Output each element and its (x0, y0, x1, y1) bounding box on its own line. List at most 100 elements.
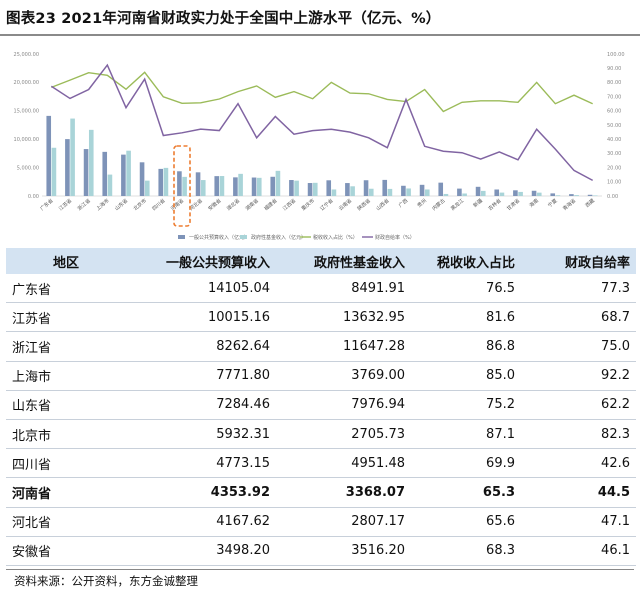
cell-tax-share: 87.1 (411, 419, 521, 450)
category-label: 云南省 (337, 197, 353, 212)
table-row: 安徽省 3498.20 3516.20 68.3 46.1 (6, 536, 636, 566)
bar-budget-revenue (326, 180, 332, 196)
cell-region: 北京市 (6, 419, 126, 450)
bar-fund-revenue (70, 118, 75, 196)
bar-budget-revenue (121, 154, 126, 196)
category-label: 河南省 (169, 197, 185, 212)
category-label: 北京市 (132, 197, 148, 212)
bar-fund-revenue (480, 190, 486, 196)
bar-fund-revenue (331, 189, 337, 196)
right-axis-tick-label: 70.00 (607, 94, 621, 100)
cell-region: 上海市 (6, 361, 126, 391)
bar-budget-revenue (475, 186, 481, 196)
cell-region: 河南省 (6, 477, 126, 508)
left-axis-tick-label: 5,000.00 (17, 165, 39, 171)
cell-region: 四川省 (6, 448, 126, 479)
header-budget-revenue: 一般公共预算收入 (165, 255, 270, 271)
category-label: 辽宁省 (319, 197, 335, 212)
bar-budget-revenue (46, 115, 52, 196)
cell-self-sufficiency: 62.2 (521, 390, 636, 420)
highlight-box-henan (173, 145, 191, 227)
bar-fund-revenue (312, 182, 318, 196)
bar-budget-revenue (233, 177, 238, 196)
cell-budget-revenue: 4353.92 (126, 477, 276, 508)
bar-fund-revenue (406, 188, 411, 196)
cell-tax-share: 81.6 (411, 302, 521, 333)
legend-label: 税收收入占比（%） (313, 234, 358, 241)
cell-self-sufficiency: 75.0 (521, 331, 636, 362)
category-label: 福建省 (263, 197, 279, 212)
legend-label: 政府性基金收入（亿元） (251, 234, 306, 241)
bar-fund-revenue (518, 191, 523, 196)
bar-budget-revenue (177, 171, 182, 196)
right-axis-tick-label: 30.00 (607, 151, 621, 157)
cell-self-sufficiency: 47.1 (521, 507, 636, 537)
right-axis-tick-label: 40.00 (607, 137, 621, 143)
bar-fund-revenue (387, 188, 393, 196)
category-label: 青海省 (561, 197, 577, 212)
category-label: 山东省 (113, 197, 129, 212)
right-axis-tick-label: 20.00 (607, 165, 621, 171)
right-axis-tick-label: 80.00 (607, 80, 621, 86)
header-self-sufficiency: 财政自给率 (564, 255, 630, 271)
table-row: 广东省 14105.04 8491.91 76.5 77.3 (6, 274, 636, 304)
cell-self-sufficiency: 44.5 (521, 477, 636, 508)
category-label: 江苏省 (57, 197, 73, 212)
bar-fund-revenue (574, 195, 579, 196)
bar-budget-revenue (158, 168, 164, 196)
category-label: 浙江省 (76, 197, 92, 212)
cell-self-sufficiency: 77.3 (521, 274, 636, 304)
bar-fund-revenue (51, 147, 57, 196)
legend-swatch (178, 235, 185, 239)
cell-budget-revenue: 8262.64 (126, 331, 276, 362)
cell-budget-revenue: 5932.31 (126, 419, 276, 450)
bar-fund-revenue (443, 193, 449, 196)
cell-fund-revenue: 3769.00 (276, 361, 411, 391)
bar-fund-revenue (163, 167, 169, 196)
cell-region: 河北省 (6, 507, 126, 537)
line-tax-share (51, 71, 593, 113)
bar-fund-revenue (144, 180, 150, 196)
category-label: 内蒙古 (431, 197, 447, 212)
table-row: 江苏省 10015.16 13632.95 81.6 68.7 (6, 302, 636, 333)
category-label: 山西省 (375, 197, 391, 212)
category-label: 广东省 (39, 197, 55, 212)
legend-label: 一般公共预算收入（亿元） (189, 234, 249, 241)
bar-budget-revenue (513, 190, 518, 196)
bar-budget-revenue (363, 180, 369, 196)
cell-fund-revenue: 3516.20 (276, 536, 411, 566)
combo-chart: 0.00 5,000.00 10,000.00 15,000.00 20,000.00 2… (14, 52, 625, 241)
cell-fund-revenue: 11647.28 (276, 331, 411, 362)
bar-budget-revenue (83, 149, 89, 196)
table-row: 北京市 5932.31 2705.73 87.1 82.3 (6, 419, 636, 450)
cell-region: 浙江省 (6, 331, 126, 362)
bar-budget-revenue (102, 151, 108, 196)
cell-region: 江苏省 (6, 302, 126, 333)
bar-budget-revenue (401, 185, 406, 196)
bar-budget-revenue (270, 176, 276, 196)
bar-budget-revenue (531, 190, 537, 196)
cell-region: 安徽省 (6, 536, 126, 566)
header-tax-share: 税收收入占比 (436, 255, 515, 271)
cell-self-sufficiency: 46.1 (521, 536, 636, 566)
cell-tax-share: 68.3 (411, 536, 521, 566)
bar-budget-revenue (438, 182, 444, 196)
cell-self-sufficiency: 42.6 (521, 448, 636, 479)
cell-fund-revenue: 2705.73 (276, 419, 411, 450)
category-label: 海南 (528, 197, 540, 209)
cell-tax-share: 65.6 (411, 507, 521, 537)
header-region: 地区 (52, 255, 79, 271)
bar-budget-revenue (587, 194, 593, 196)
cell-self-sufficiency: 82.3 (521, 419, 636, 450)
right-axis-tick-label: 100.00 (607, 52, 625, 58)
category-label: 甘肃省 (505, 197, 521, 212)
table-header-row: 地区 一般公共预算收入 政府性基金收入 税收收入占比 财政自给率 (6, 248, 636, 274)
bar-budget-revenue (214, 176, 220, 196)
bar-fund-revenue (350, 186, 355, 196)
category-label: 新疆 (472, 197, 484, 209)
category-label: 安徽省 (207, 197, 223, 212)
bar-fund-revenue (424, 189, 430, 196)
category-label: 陕西省 (356, 197, 372, 212)
table-row: 上海市 7771.80 3769.00 85.0 92.2 (6, 361, 636, 391)
cell-self-sufficiency: 92.2 (521, 361, 636, 391)
